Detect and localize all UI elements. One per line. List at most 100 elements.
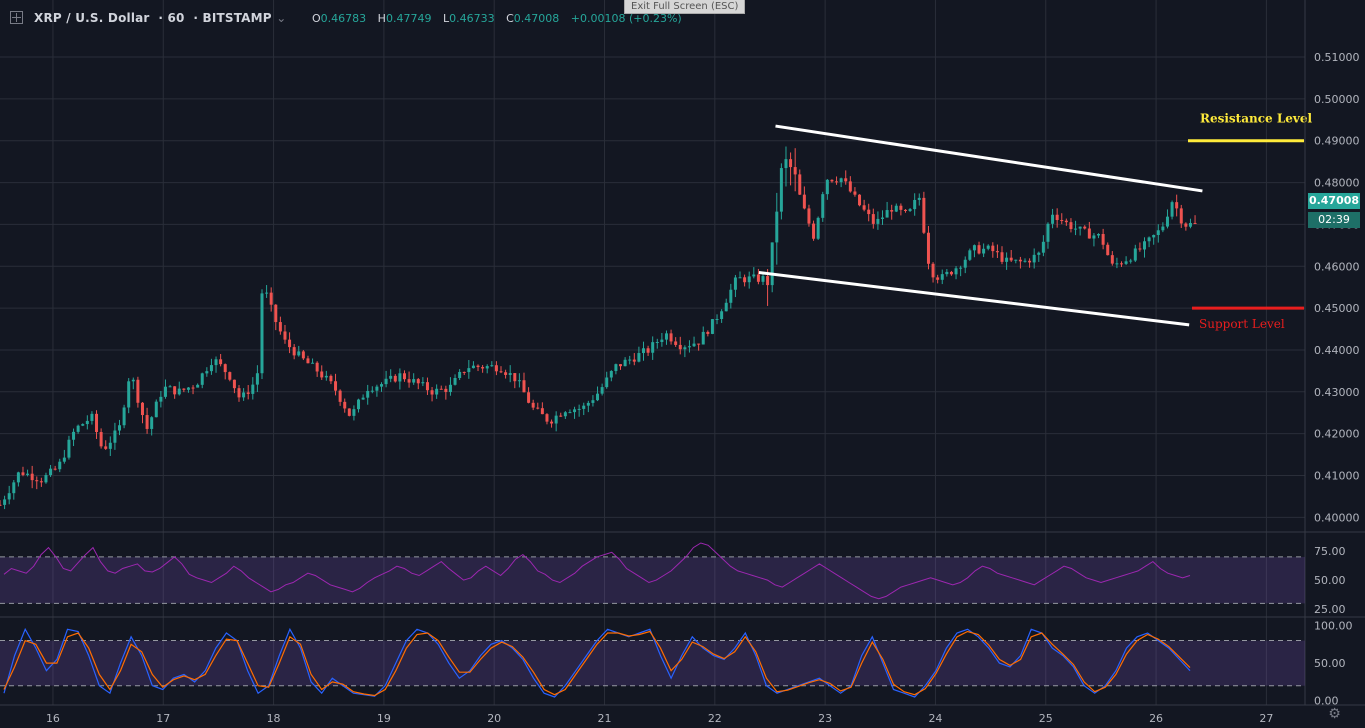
candle-body bbox=[674, 341, 678, 345]
candle-body bbox=[651, 342, 655, 353]
candle-body bbox=[1138, 248, 1142, 250]
candle bbox=[536, 402, 540, 410]
candle bbox=[830, 179, 834, 183]
time-tick-label: 27 bbox=[1259, 712, 1273, 725]
candle bbox=[655, 338, 659, 349]
compare-plus-icon[interactable] bbox=[10, 11, 23, 24]
candle bbox=[205, 367, 209, 377]
candle bbox=[733, 274, 737, 298]
candle bbox=[890, 204, 894, 220]
candle bbox=[145, 407, 149, 434]
countdown-tag: 02:39 bbox=[1308, 212, 1360, 228]
candle bbox=[738, 271, 742, 279]
candle-body bbox=[315, 362, 319, 372]
candle bbox=[242, 388, 246, 401]
candle-body bbox=[370, 390, 374, 392]
candle bbox=[596, 386, 600, 402]
candle bbox=[168, 384, 172, 388]
candle bbox=[789, 152, 793, 186]
candle bbox=[214, 356, 218, 373]
candle-body bbox=[623, 359, 627, 367]
candle-body bbox=[214, 359, 218, 366]
candle bbox=[605, 371, 609, 389]
candle bbox=[1152, 234, 1156, 245]
stoch-tick-label: 100.00 bbox=[1314, 620, 1353, 633]
candle-body bbox=[1046, 223, 1050, 242]
candle bbox=[1097, 233, 1101, 239]
candle bbox=[692, 336, 696, 347]
candle-body bbox=[586, 402, 590, 406]
candle bbox=[1165, 209, 1169, 229]
candle-body bbox=[255, 373, 259, 385]
candle-body bbox=[311, 362, 315, 364]
candle bbox=[237, 385, 241, 402]
candle bbox=[223, 363, 227, 380]
candle bbox=[39, 477, 43, 487]
candle bbox=[669, 329, 673, 345]
candle-body bbox=[972, 245, 976, 251]
candle bbox=[104, 440, 108, 450]
candle-body bbox=[219, 359, 223, 365]
candle bbox=[949, 270, 953, 276]
candle bbox=[288, 332, 292, 354]
candle-body bbox=[756, 274, 760, 282]
candle bbox=[1005, 252, 1009, 270]
candle bbox=[628, 355, 632, 365]
candle-body bbox=[21, 472, 25, 475]
candle-body bbox=[140, 402, 144, 416]
candle bbox=[926, 225, 930, 270]
candle bbox=[995, 244, 999, 258]
candle-body bbox=[196, 384, 200, 388]
candle bbox=[936, 274, 940, 284]
candle bbox=[1037, 251, 1041, 262]
candle-body bbox=[1129, 260, 1133, 262]
candle bbox=[517, 373, 521, 388]
candle bbox=[807, 204, 811, 227]
candle-body bbox=[81, 424, 85, 426]
candle-body bbox=[200, 373, 204, 385]
candle bbox=[16, 471, 20, 487]
candle-body bbox=[1092, 235, 1096, 239]
candle-body bbox=[265, 292, 269, 294]
candle bbox=[186, 387, 190, 393]
candle-body bbox=[1184, 223, 1188, 227]
candle-body bbox=[384, 378, 388, 385]
candle-body bbox=[118, 425, 122, 431]
candle bbox=[416, 377, 420, 390]
candle bbox=[784, 146, 788, 187]
candle bbox=[619, 364, 623, 370]
chevron-down-icon[interactable]: ⌄ bbox=[276, 11, 287, 25]
candle-body bbox=[600, 387, 604, 394]
candle bbox=[922, 191, 926, 235]
candle bbox=[504, 369, 508, 379]
settings-gear-icon[interactable]: ⚙ bbox=[1328, 706, 1341, 722]
open-label: O bbox=[312, 12, 321, 25]
time-tick-label: 17 bbox=[156, 712, 170, 725]
candle bbox=[338, 389, 342, 406]
candle-body bbox=[660, 339, 664, 343]
candle bbox=[766, 269, 770, 306]
candle-body bbox=[430, 390, 434, 395]
candle-body bbox=[903, 209, 907, 211]
candle bbox=[494, 361, 498, 376]
time-tick-label: 25 bbox=[1039, 712, 1053, 725]
exit-fullscreen-button[interactable]: Exit Full Screen (ESC) bbox=[624, 0, 746, 14]
candle-body bbox=[0, 504, 2, 506]
candle-body bbox=[1018, 259, 1022, 262]
candle-body bbox=[1110, 255, 1114, 264]
candle-body bbox=[182, 388, 186, 390]
candle-body bbox=[775, 211, 779, 243]
candle bbox=[246, 385, 250, 400]
time-tick-label: 18 bbox=[267, 712, 281, 725]
candle-body bbox=[1188, 222, 1192, 227]
candle bbox=[458, 369, 462, 381]
price-tick-label: 0.42000 bbox=[1314, 428, 1360, 441]
rsi-tick-label: 25.00 bbox=[1314, 603, 1346, 616]
candle bbox=[1078, 226, 1082, 236]
candle-body bbox=[926, 232, 930, 264]
candle-body bbox=[1147, 237, 1151, 242]
candle bbox=[402, 370, 406, 382]
candle bbox=[651, 336, 655, 360]
symbol-title[interactable]: XRP / U.S. Dollar · 60 · BITSTAMP ⌄ bbox=[34, 11, 287, 25]
